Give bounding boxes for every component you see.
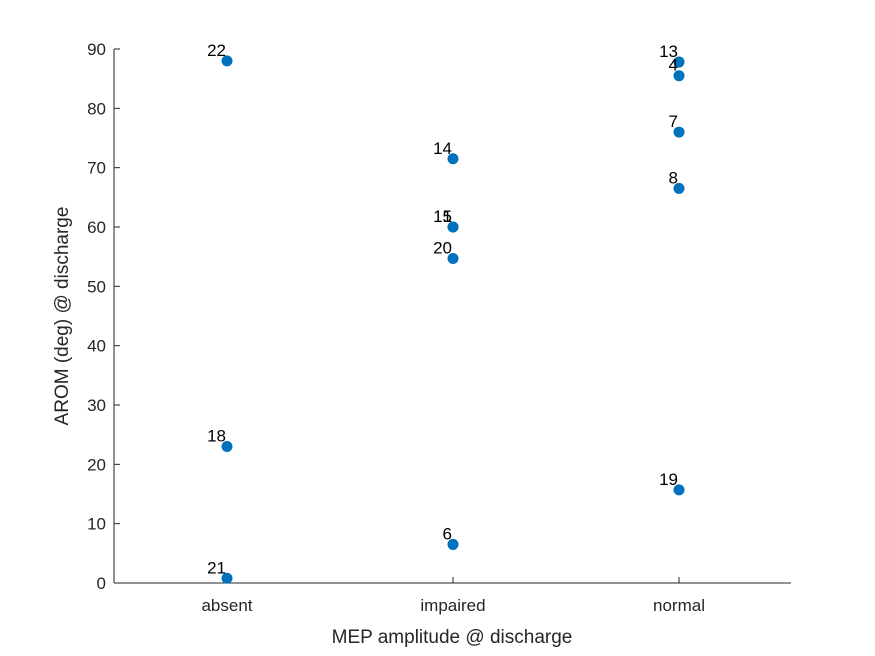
x-axis-label: MEP amplitude @ discharge (332, 627, 573, 648)
point-label-22: 22 (207, 41, 226, 60)
y-tick-label: 10 (87, 515, 106, 534)
data-point-8 (673, 182, 685, 194)
y-tick-label: 70 (87, 159, 106, 178)
point-label-18: 18 (207, 427, 226, 446)
data-point-18 (221, 441, 233, 453)
point-label-21: 21 (207, 558, 226, 577)
y-tick-label: 0 (97, 574, 106, 593)
y-tick-label: 30 (87, 396, 106, 415)
point-label-8: 8 (669, 168, 678, 187)
point-label-13: 13 (659, 42, 678, 61)
y-axis-label: AROM (deg) @ discharge (52, 207, 73, 426)
data-point-14 (447, 153, 459, 165)
data-point-20 (447, 252, 459, 264)
data-point-13 (673, 56, 685, 68)
point-label-14: 14 (433, 139, 452, 158)
axes: 0 10 20 30 40 50 60 70 80 90 absent impaired normal (87, 40, 791, 615)
plot-area (114, 49, 791, 583)
y-tick-label: 80 (87, 99, 106, 118)
point-label-1: 1 (443, 207, 452, 226)
point-label-4: 4 (669, 56, 678, 75)
point-label-19: 19 (659, 470, 678, 489)
data-markers (221, 55, 685, 584)
point-label-20: 20 (433, 238, 452, 257)
point-labels: 22 18 21 14 151 20 6 134 7 8 19 (207, 41, 678, 577)
x-tick-label-absent: absent (201, 596, 252, 615)
y-tick-label: 60 (87, 218, 106, 237)
y-tick-label: 90 (87, 40, 106, 59)
point-label-6: 6 (443, 524, 452, 543)
point-label-7: 7 (669, 112, 678, 131)
y-tick-label: 20 (87, 455, 106, 474)
x-tick-label-impaired: impaired (420, 596, 485, 615)
data-point-22 (221, 55, 233, 67)
data-point-1 (447, 221, 459, 233)
y-tick-label: 40 (87, 337, 106, 356)
data-point-4 (673, 70, 685, 82)
point-label-15: 15 (433, 207, 452, 226)
data-point-6 (447, 538, 459, 550)
data-point-19 (673, 484, 685, 496)
data-point-21 (221, 572, 233, 584)
y-tick-label: 50 (87, 277, 106, 296)
data-point-7 (673, 126, 685, 138)
x-tick-label-normal: normal (653, 596, 705, 615)
